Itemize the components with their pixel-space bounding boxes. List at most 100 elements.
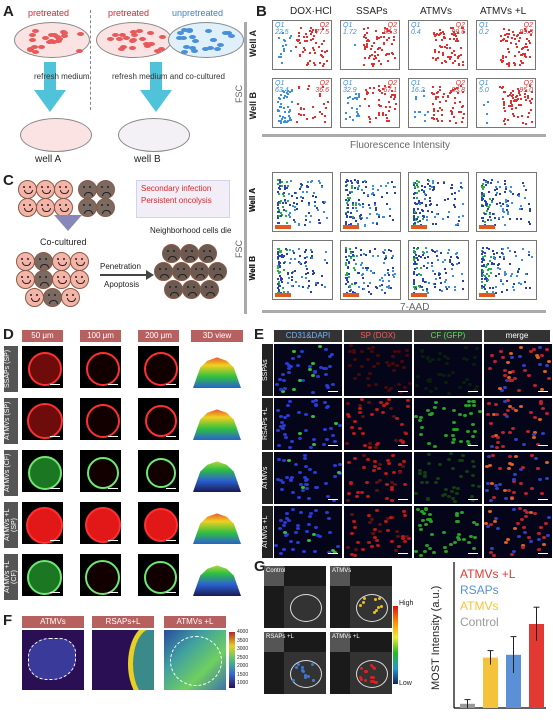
contrast-dot bbox=[312, 678, 316, 682]
fluor-dot bbox=[503, 385, 508, 389]
mouth bbox=[22, 280, 31, 284]
spheroid bbox=[26, 506, 63, 544]
fluor-dot bbox=[407, 381, 412, 385]
red-dot bbox=[514, 64, 517, 67]
fluor-dot bbox=[397, 463, 402, 467]
density-dot bbox=[372, 192, 375, 195]
red-dot bbox=[377, 47, 380, 50]
density-dot bbox=[489, 211, 492, 214]
fluor-dot bbox=[299, 482, 304, 486]
fluor-dot bbox=[444, 381, 449, 385]
fluor-dot bbox=[385, 528, 390, 532]
density-dot bbox=[386, 203, 389, 206]
fluor-dot bbox=[486, 481, 491, 485]
red-dot bbox=[521, 32, 524, 35]
density-dot bbox=[354, 282, 357, 285]
red-dot bbox=[456, 32, 459, 35]
density-dot bbox=[494, 216, 497, 219]
fluor-dot bbox=[489, 522, 494, 526]
density-dot bbox=[431, 261, 434, 264]
cb-low: Low bbox=[399, 680, 412, 687]
density-dot bbox=[280, 251, 283, 254]
contrast-dot bbox=[303, 675, 307, 679]
spheroid-image bbox=[22, 554, 63, 596]
red-dot bbox=[438, 45, 441, 48]
row-label: SSAPs (SP) bbox=[4, 346, 18, 392]
fluor-dot bbox=[346, 460, 351, 464]
fsc-axis-bottom: FSC bbox=[234, 240, 244, 258]
fluor-dot bbox=[419, 528, 424, 532]
fluor-dot bbox=[462, 538, 467, 542]
scale-bar bbox=[538, 552, 548, 554]
fluor-dot bbox=[545, 363, 550, 367]
density-dot bbox=[481, 277, 484, 280]
x-axis-bottom-label: 7-AAD bbox=[400, 302, 430, 313]
red-dot bbox=[312, 117, 315, 120]
density-dot bbox=[515, 275, 518, 277]
density-dot bbox=[525, 272, 528, 275]
density-dot bbox=[418, 284, 421, 287]
fluor-dot bbox=[538, 478, 543, 482]
density-dot bbox=[415, 274, 418, 277]
fluor-dot bbox=[503, 488, 508, 492]
density-dot bbox=[361, 273, 364, 276]
red-dot bbox=[379, 36, 382, 39]
fluor-dot bbox=[298, 470, 303, 474]
fluor-dot bbox=[403, 514, 408, 518]
eye bbox=[101, 186, 103, 188]
fluor-dot bbox=[428, 413, 433, 417]
fluor-dot bbox=[307, 468, 312, 472]
fluor-dot bbox=[337, 463, 342, 467]
eye bbox=[47, 204, 49, 206]
density-dot bbox=[353, 255, 356, 258]
blue-dot bbox=[285, 120, 287, 123]
fluor-dot bbox=[532, 348, 537, 352]
fluor-dot bbox=[512, 480, 517, 484]
fluor-dot bbox=[460, 459, 465, 463]
density-dot bbox=[413, 209, 416, 212]
blue-dot bbox=[288, 115, 291, 118]
density-dot bbox=[364, 223, 367, 226]
cell-face-icon bbox=[172, 262, 191, 281]
density-dot bbox=[528, 286, 531, 289]
density-dot bbox=[353, 281, 356, 284]
fluor-dot bbox=[275, 429, 280, 433]
density-dot bbox=[437, 274, 440, 277]
q2-label: Q2 bbox=[455, 80, 465, 87]
density-dot bbox=[423, 190, 426, 193]
red-dot bbox=[432, 86, 435, 89]
fluor-dot bbox=[402, 365, 407, 369]
density-dot bbox=[306, 181, 309, 184]
fluor-dot bbox=[534, 457, 539, 460]
well-a-dish bbox=[20, 118, 92, 152]
density-dot bbox=[375, 223, 378, 226]
red-dot bbox=[457, 111, 460, 114]
density-dot bbox=[277, 191, 280, 194]
density-dot bbox=[381, 289, 384, 292]
fluor-dot bbox=[521, 543, 526, 547]
cell-face-icon bbox=[154, 262, 173, 281]
blue-dot bbox=[278, 97, 281, 100]
fluor-dot bbox=[384, 519, 389, 523]
fluor-dot bbox=[287, 519, 292, 523]
legend-entry: RSAPs bbox=[460, 583, 499, 597]
fluor-dot bbox=[439, 373, 444, 377]
density-dot bbox=[369, 213, 372, 216]
red-dot bbox=[519, 98, 522, 100]
fluor-dot bbox=[389, 406, 394, 410]
red-dot bbox=[507, 63, 510, 66]
density-dot bbox=[324, 258, 327, 261]
fluor-dot bbox=[370, 413, 375, 417]
density-dot bbox=[326, 261, 329, 264]
red-dot bbox=[449, 27, 452, 30]
fluor-dot bbox=[464, 403, 469, 407]
density-dot bbox=[300, 263, 303, 266]
density-dot bbox=[295, 191, 298, 194]
contrast-dot bbox=[371, 679, 375, 683]
density-dot bbox=[361, 276, 364, 279]
fluor-dot bbox=[444, 434, 449, 438]
cell-dot bbox=[189, 46, 197, 51]
col-header: 3D view bbox=[191, 330, 243, 342]
red-dot bbox=[451, 106, 454, 109]
red-dot bbox=[461, 90, 464, 93]
